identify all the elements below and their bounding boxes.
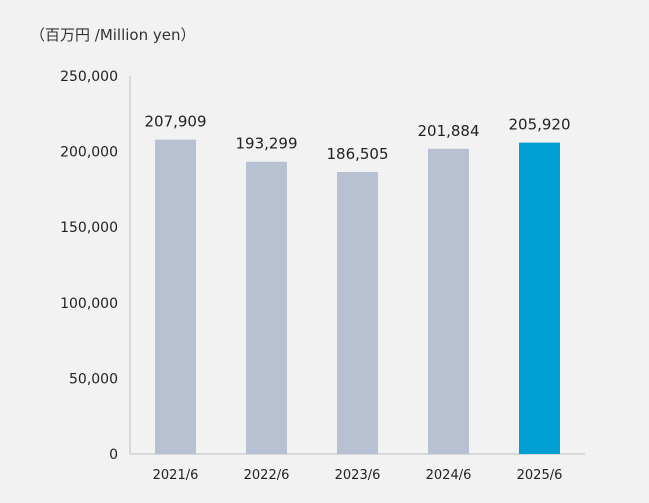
bar <box>337 172 378 454</box>
data-labels-group: 207,909 193,299 186,505 201,884 205,920 <box>144 113 570 163</box>
y-tick-label: 200,000 <box>60 145 118 161</box>
x-category-label: 2023/6 <box>335 468 381 483</box>
y-tick-label: 150,000 <box>60 220 118 236</box>
y-tick-label: 0 <box>109 447 118 463</box>
x-category-label: 2025/6 <box>517 468 563 483</box>
category-labels-group: 2021/6 2022/6 2023/6 2024/6 2025/6 <box>153 468 563 483</box>
y-tick-label: 100,000 <box>60 296 118 312</box>
bar <box>428 148 469 454</box>
bar-value-label: 205,920 <box>508 116 570 134</box>
y-tick-label: 250,000 <box>60 69 118 85</box>
bar-value-label: 186,505 <box>326 145 388 163</box>
y-tick-labels: 0 50,000 100,000 150,000 200,000 250,000 <box>60 69 118 463</box>
x-category-label: 2022/6 <box>244 468 290 483</box>
x-category-label: 2024/6 <box>426 468 472 483</box>
y-tick-label: 50,000 <box>69 371 118 387</box>
x-category-label: 2021/6 <box>153 468 199 483</box>
unit-label: （百万円 /Million yen） <box>30 26 196 44</box>
bar <box>519 142 560 454</box>
bar-value-label: 207,909 <box>144 113 206 131</box>
bar <box>246 161 287 454</box>
bar-value-label: 193,299 <box>235 135 297 153</box>
bar-value-label: 201,884 <box>417 122 479 140</box>
bars-group <box>155 139 560 454</box>
bar <box>155 139 196 454</box>
